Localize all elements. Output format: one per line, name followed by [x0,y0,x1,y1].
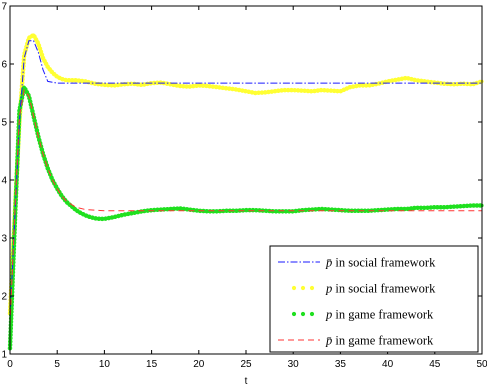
legend-marker-p-in-game-framework [291,311,297,317]
series-line-p-in-game-framework [9,88,482,326]
y-tick-label: 5 [1,118,7,129]
legend-marker-p-in-social-framework [291,285,297,291]
y-tick-label: 3 [1,234,7,245]
legend-entry-p-in-game-framework: p̄ in game framework [325,334,434,348]
legend-symbol: p̄ [325,256,332,270]
legend-suffix: in game framework [332,308,434,322]
legend-suffix: in game framework [332,334,434,348]
x-tick-label: 20 [193,359,205,370]
x-tick-label: 5 [54,359,60,370]
legend-symbol: p [325,308,332,322]
y-tick-label: 1 [1,350,7,361]
y-tick-label: 6 [1,60,7,71]
legend-entry-p-in-game-framework: p in game framework [325,308,434,322]
x-tick-label: 40 [382,359,394,370]
legend-suffix: in social framework [332,282,436,296]
series-layer [7,31,485,351]
x-tick-label: 0 [7,359,13,370]
x-tick-label: 50 [476,359,487,370]
legend-marker-p-in-game-framework [300,311,306,317]
legend-marker-p-in-social-framework [309,285,315,291]
y-tick-label: 7 [1,2,7,13]
x-tick-label: 30 [288,359,300,370]
series-dots-p-in-social-framework [7,31,485,316]
legend-symbol: p̄ [325,334,332,348]
legend-symbol: p [325,282,332,296]
x-tick-label: 25 [240,359,252,370]
y-tick-label: 4 [1,176,7,187]
legend-entry-p-in-social-framework: p in social framework [325,282,436,296]
legend-marker-p-in-game-framework [309,311,315,317]
x-axis-label: t [245,376,248,387]
x-tick-label: 10 [99,359,111,370]
legend-suffix: in social framework [332,256,436,270]
x-tick-label: 15 [146,359,158,370]
x-tick-label: 45 [429,359,441,370]
legend-box [269,245,479,353]
x-tick-label: 35 [335,359,347,370]
legend-entry-p-in-social-framework: p̄ in social framework [325,256,436,270]
y-tick-label: 2 [1,292,7,303]
legend-marker-p-in-social-framework [300,285,306,291]
